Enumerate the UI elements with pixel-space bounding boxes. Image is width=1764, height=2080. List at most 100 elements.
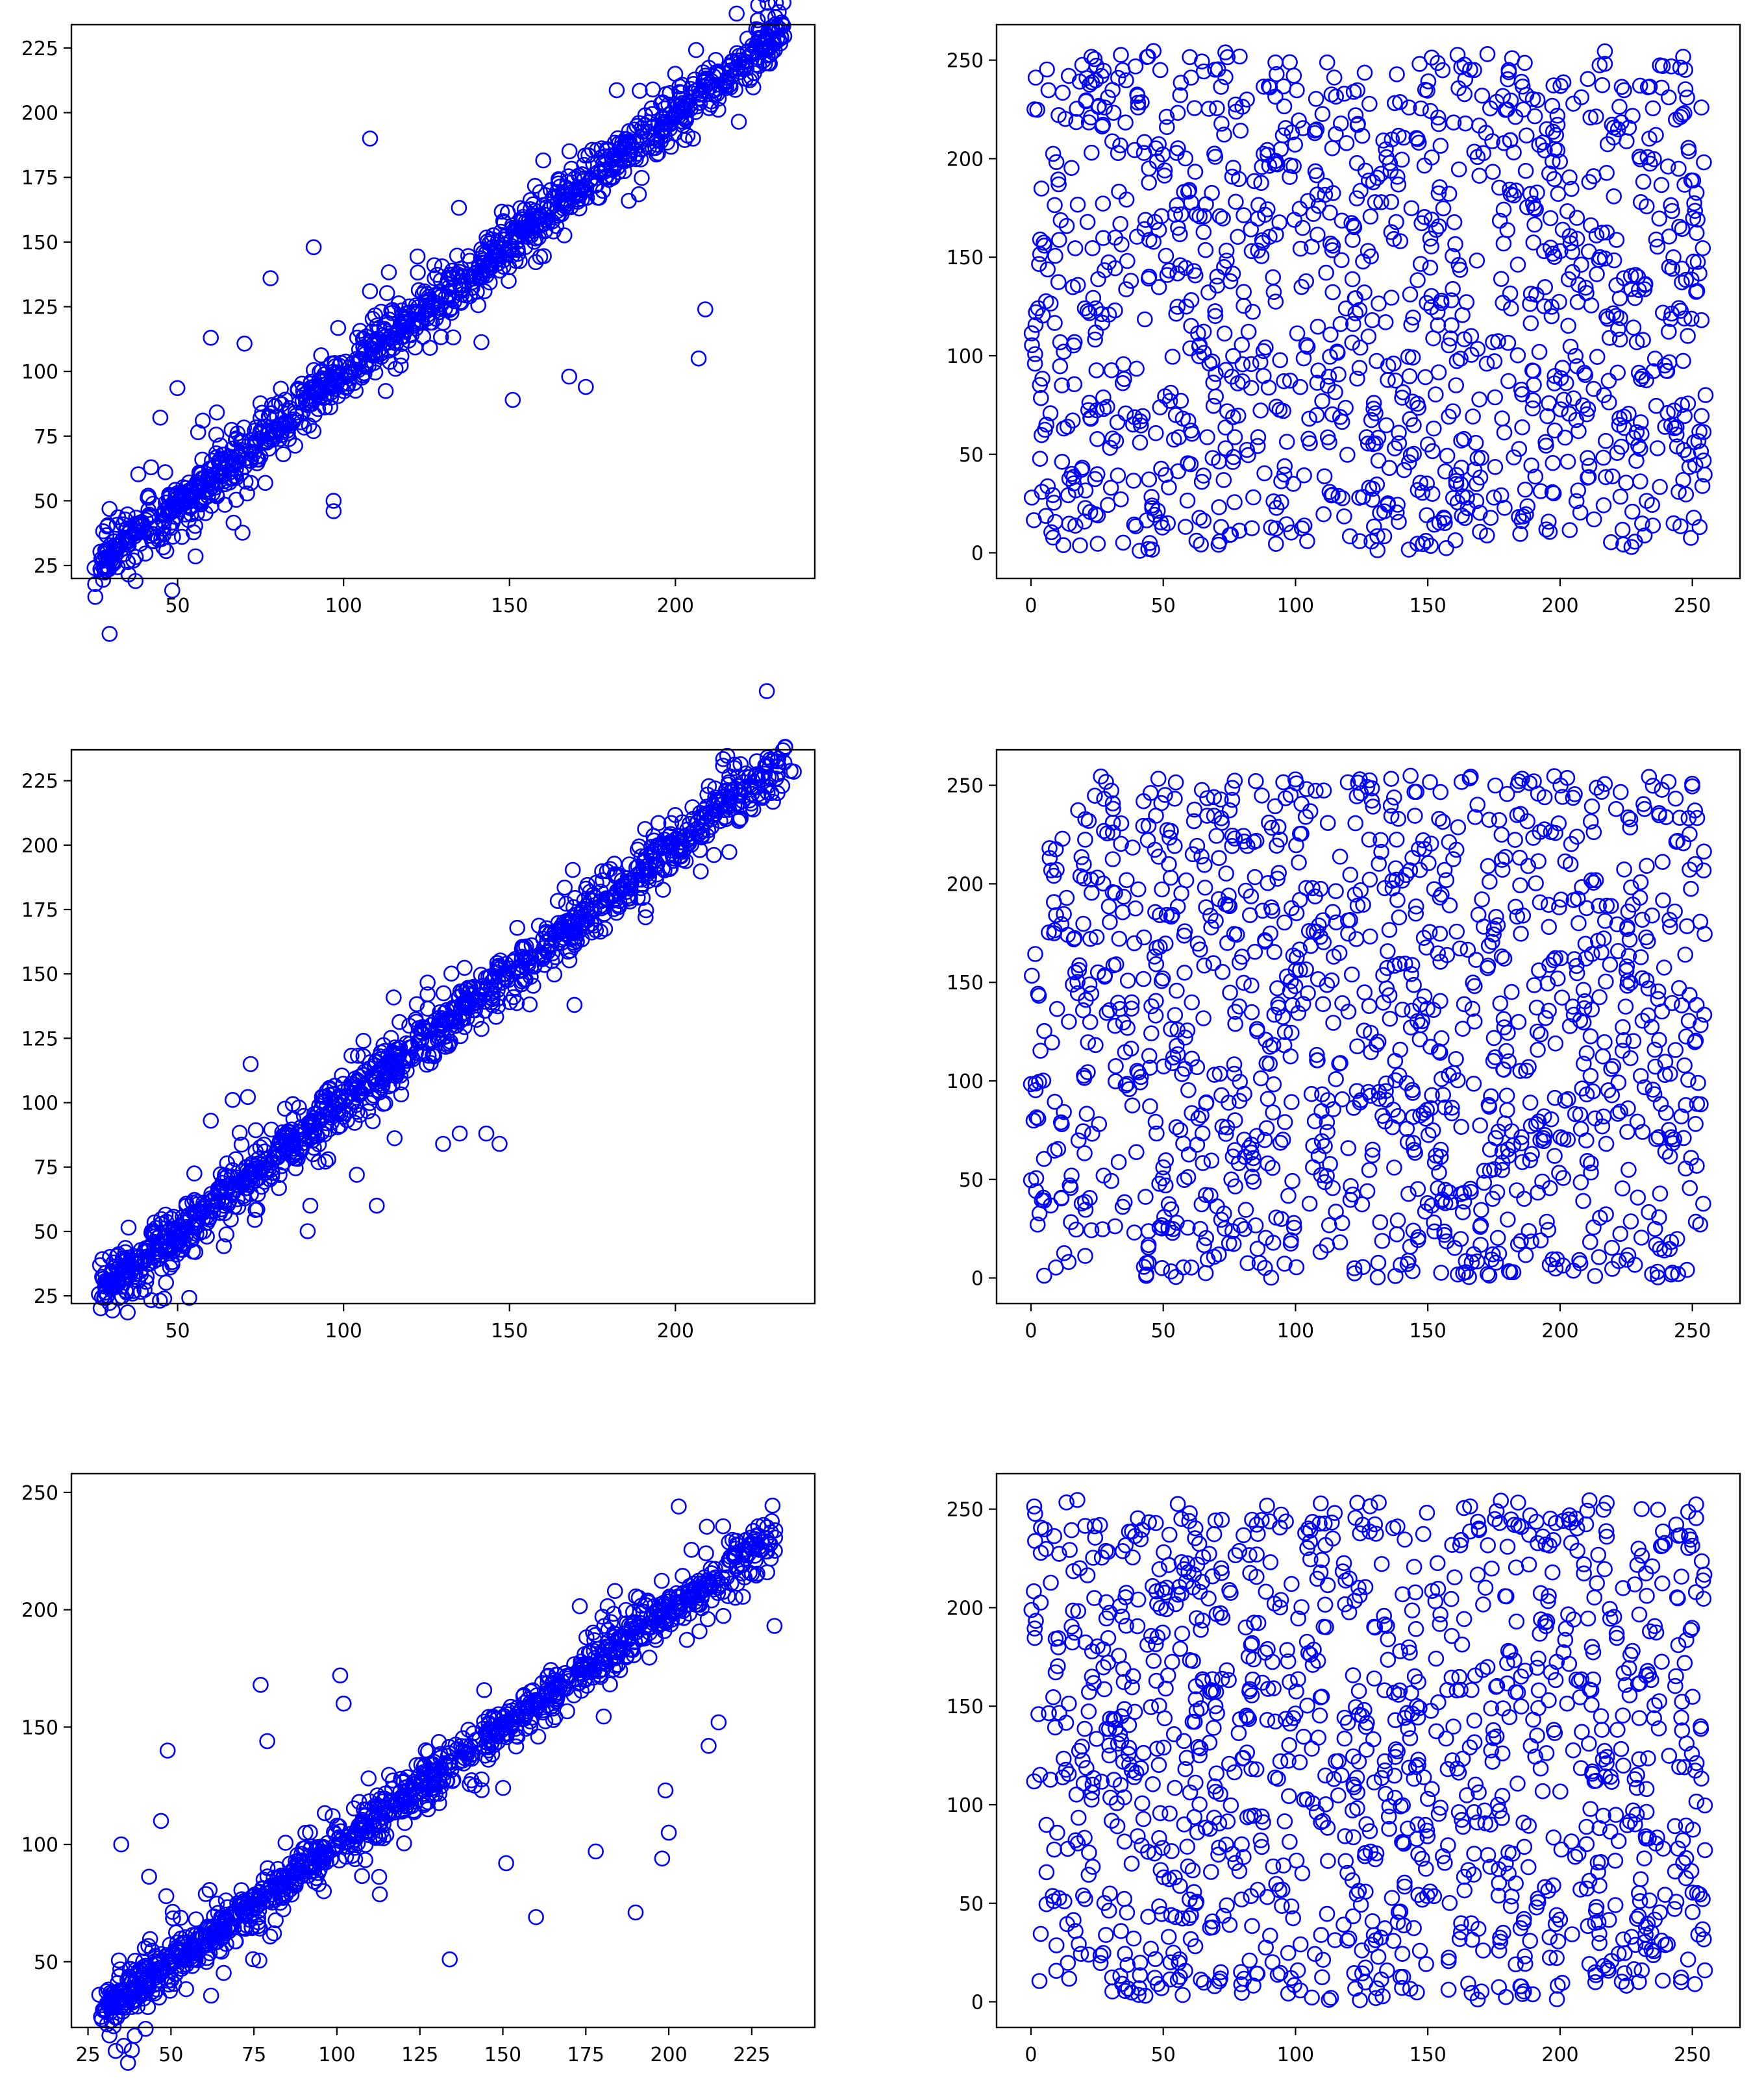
data-point [1110, 69, 1126, 86]
data-point [1363, 533, 1380, 550]
data-point [565, 925, 582, 942]
data-point [1054, 453, 1071, 470]
data-point [1570, 482, 1586, 499]
data-point [106, 541, 123, 558]
data-point [1360, 328, 1377, 345]
data-point [1369, 528, 1385, 545]
data-point [1200, 101, 1217, 117]
data-point [1100, 497, 1116, 514]
data-point [1522, 315, 1539, 332]
data-point [1310, 362, 1326, 379]
data-point [1522, 186, 1539, 203]
data-point [1150, 771, 1167, 787]
data-point [435, 985, 452, 1002]
data-point [1547, 1035, 1564, 1052]
data-point [630, 115, 647, 131]
data-point [1027, 946, 1043, 962]
data-point [1327, 384, 1343, 401]
data-point [1432, 926, 1448, 942]
data-point [1188, 532, 1205, 549]
data-point [469, 269, 486, 286]
x-tick-label: 100 [1277, 595, 1314, 617]
data-point [1544, 484, 1561, 501]
data-point [1446, 214, 1463, 230]
data-point [375, 327, 391, 343]
data-point [325, 503, 342, 519]
data-point [1268, 536, 1284, 552]
data-point [741, 769, 758, 785]
data-point [456, 960, 473, 976]
data-point [1600, 373, 1617, 389]
y-tick-label: 0 [971, 543, 984, 565]
data-point [1047, 315, 1063, 331]
data-point [321, 1080, 338, 1096]
data-point [1423, 238, 1439, 254]
data-point [1688, 997, 1705, 1013]
data-point [1291, 854, 1307, 871]
data-point [732, 810, 749, 826]
data-point [1395, 384, 1411, 401]
data-point [1130, 99, 1147, 116]
data-point [1484, 133, 1500, 149]
data-point [1117, 114, 1134, 130]
data-point [515, 208, 532, 225]
data-point [1173, 392, 1189, 409]
data-point [1370, 452, 1387, 469]
data-point [458, 982, 475, 998]
data-point [1391, 909, 1408, 926]
data-point [1023, 489, 1040, 506]
data-point [451, 1125, 468, 1142]
data-point [572, 181, 589, 198]
data-point [766, 1618, 783, 1634]
data-point [599, 863, 615, 880]
data-point [1234, 356, 1251, 373]
y-tick-label: 50 [34, 1221, 58, 1244]
data-point [1608, 232, 1625, 248]
data-point [1528, 201, 1544, 217]
data-point [1454, 1021, 1471, 1037]
data-point [1595, 497, 1612, 514]
data-point [1525, 234, 1542, 251]
data-point [138, 1269, 155, 1285]
data-point [1433, 1265, 1449, 1281]
data-point [577, 911, 594, 928]
data-point [1110, 145, 1126, 161]
data-point [1356, 984, 1373, 1000]
data-point [703, 808, 720, 824]
data-point [1435, 813, 1451, 830]
data-point [1249, 438, 1266, 454]
data-point [1499, 1102, 1515, 1119]
data-point [134, 1249, 151, 1265]
data-point [1127, 58, 1144, 75]
data-point [758, 683, 775, 699]
data-point [1077, 1248, 1093, 1264]
data-point [1697, 387, 1714, 403]
data-point [738, 54, 755, 70]
data-point [1431, 218, 1447, 234]
data-point [1060, 68, 1077, 84]
data-point [1348, 190, 1365, 206]
data-point [445, 329, 462, 346]
data-point [519, 219, 536, 236]
data-point [1189, 1137, 1206, 1153]
data-point [1032, 246, 1049, 262]
data-point [364, 341, 380, 358]
data-point [1191, 510, 1208, 526]
data-point [1630, 269, 1646, 285]
data-point [1152, 62, 1169, 79]
data-point [1245, 303, 1261, 320]
data-point [1110, 1154, 1127, 1170]
x-tick-label: 0 [1025, 1320, 1037, 1343]
data-point [1205, 374, 1221, 391]
data-point [1631, 282, 1647, 299]
data-point [1471, 167, 1487, 184]
data-point [127, 528, 143, 545]
data-point [1687, 1213, 1704, 1230]
data-point [730, 114, 747, 130]
data-point [611, 135, 627, 152]
data-point [236, 335, 253, 352]
data-point [1167, 774, 1184, 791]
data-point [208, 427, 225, 443]
data-point [1362, 928, 1378, 945]
